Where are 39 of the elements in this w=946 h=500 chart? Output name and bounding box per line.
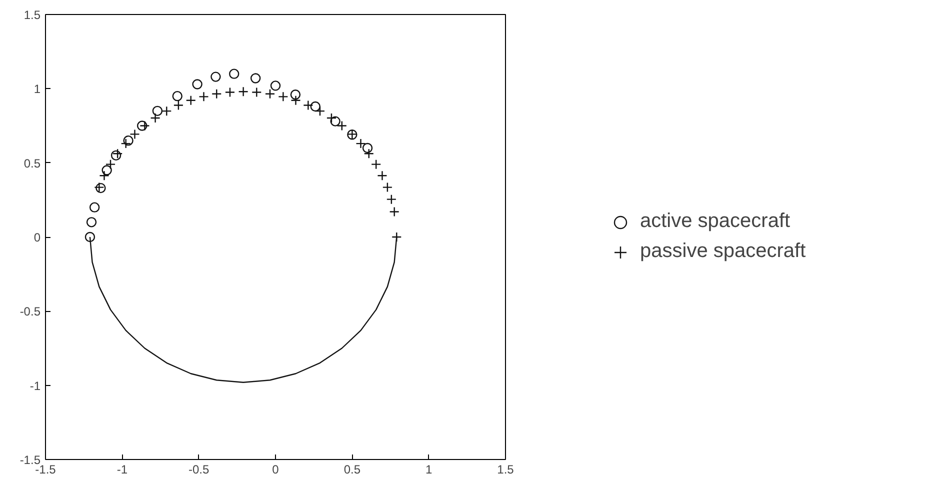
point	[137, 120, 148, 131]
point	[150, 112, 160, 124]
point	[224, 87, 236, 98]
line-series	[89, 236, 398, 383]
point	[326, 112, 337, 124]
y-tick-label: 0	[34, 230, 41, 244]
x-tick-label: 1	[425, 462, 432, 476]
point	[270, 80, 281, 91]
y-tick-label: -1.5	[20, 453, 41, 467]
y-tick-label: 1.5	[24, 8, 41, 22]
x-tick-label: 0	[272, 462, 280, 476]
point	[192, 79, 202, 90]
y-tick-label: -1	[30, 378, 41, 393]
point	[173, 100, 184, 110]
point	[370, 159, 382, 170]
point	[330, 116, 340, 126]
point	[210, 72, 221, 82]
x-tick-label: -1	[116, 462, 128, 476]
point	[382, 182, 393, 192]
point	[362, 142, 373, 154]
point	[290, 90, 301, 100]
point	[172, 90, 182, 102]
x-tick-label: -0.5	[188, 462, 210, 476]
point	[152, 106, 163, 116]
point	[84, 232, 96, 242]
point	[229, 68, 240, 79]
point	[86, 217, 97, 228]
point	[250, 73, 261, 84]
point	[89, 202, 100, 212]
point	[386, 194, 397, 204]
legend-label: active spacecraft	[640, 210, 790, 233]
x-tick-label: 1.5	[497, 462, 514, 476]
x-tick-label: 0.5	[344, 462, 361, 476]
y-tick-label: 1	[34, 82, 41, 96]
point	[310, 101, 320, 112]
legend-label: passive spacecraft	[640, 240, 806, 263]
point	[264, 88, 276, 99]
y-tick-label: -0.5	[20, 304, 41, 319]
y-tick-label: 0.5	[24, 156, 41, 170]
